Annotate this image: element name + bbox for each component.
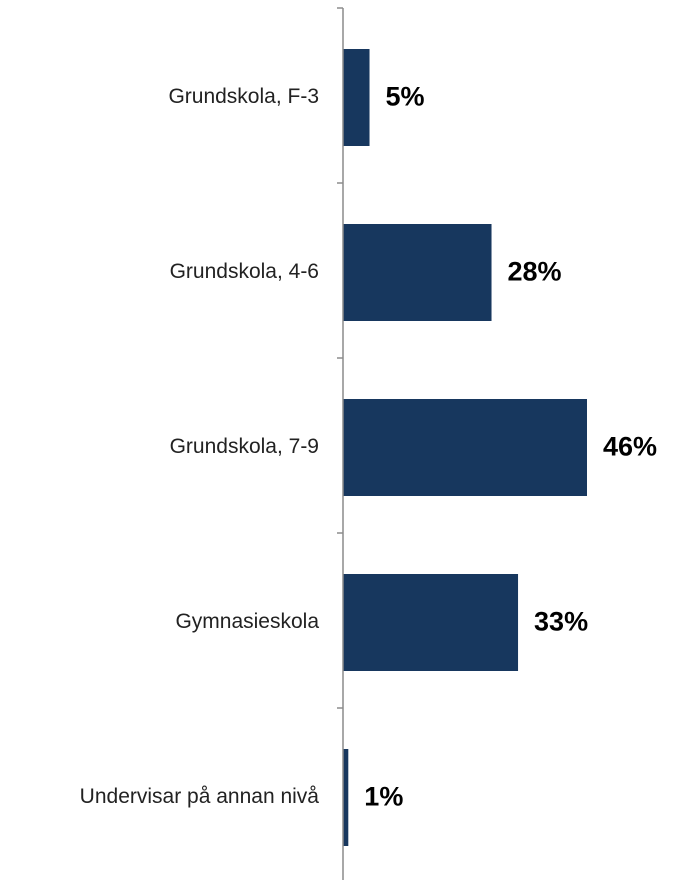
bar xyxy=(343,49,370,146)
category-labels-group: Grundskola, F-3 Grundskola, 4-6 Grundskola… xyxy=(80,85,320,808)
value-label: 46% xyxy=(603,432,657,462)
bars-group xyxy=(343,49,587,846)
bar xyxy=(343,574,519,671)
category-axis xyxy=(337,7,344,880)
category-label: Grundskola, F-3 xyxy=(168,85,319,108)
category-label: Grundskola, 7-9 xyxy=(170,435,319,458)
category-label: Grundskola, 4-6 xyxy=(170,260,319,283)
category-label: Gymnasieskola xyxy=(175,610,319,633)
bar xyxy=(343,749,349,846)
value-label: 33% xyxy=(534,607,588,637)
value-label: 28% xyxy=(508,257,562,287)
value-label: 1% xyxy=(364,782,403,812)
value-label: 5% xyxy=(386,82,425,112)
bar xyxy=(343,224,492,321)
value-labels-group: 5% 28% 46% 33% 1% xyxy=(364,82,657,812)
bar xyxy=(343,399,587,496)
category-label: Undervisar på annan nivå xyxy=(80,785,320,808)
